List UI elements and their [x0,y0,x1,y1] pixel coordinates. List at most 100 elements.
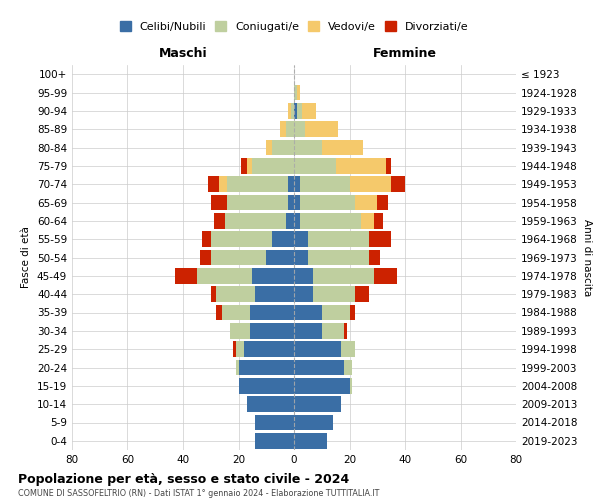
Bar [302,103,316,118]
Bar [211,232,272,247]
Bar [294,268,313,283]
Text: Femmine: Femmine [373,46,437,60]
Bar [214,213,224,228]
Bar [294,158,335,174]
Text: Popolazione per età, sesso e stato civile - 2024: Popolazione per età, sesso e stato civil… [18,472,349,486]
Bar [266,250,294,266]
Bar [255,433,294,448]
Bar [349,176,391,192]
Y-axis label: Anni di nascita: Anni di nascita [581,219,592,296]
Bar [355,194,377,210]
Bar [294,323,322,338]
Bar [294,250,308,266]
Bar [294,414,333,430]
Bar [341,342,355,357]
Bar [250,304,294,320]
Bar [297,103,302,118]
Bar [272,140,294,156]
Bar [294,176,299,192]
Bar [253,268,294,283]
Bar [197,268,253,283]
Bar [247,158,253,174]
Bar [236,342,244,357]
Bar [202,232,211,247]
Bar [361,213,374,228]
Bar [255,414,294,430]
Bar [294,84,297,100]
Bar [335,158,386,174]
Bar [216,304,222,320]
Bar [241,158,247,174]
Bar [294,232,308,247]
Bar [239,378,294,394]
Bar [299,176,349,192]
Bar [305,122,338,137]
Bar [344,323,347,338]
Bar [349,304,355,320]
Bar [294,396,341,412]
Bar [253,158,294,174]
Bar [208,176,219,192]
Bar [289,176,294,192]
Bar [299,194,355,210]
Legend: Celibi/Nubili, Coniugati/e, Vedovi/e, Divorziati/e: Celibi/Nubili, Coniugati/e, Vedovi/e, Di… [115,16,473,36]
Bar [322,304,349,320]
Bar [224,213,286,228]
Bar [294,286,313,302]
Bar [239,360,294,376]
Bar [289,194,294,210]
Text: COMUNE DI SASSOFELTRIO (RN) - Dati ISTAT 1° gennaio 2024 - Elaborazione TUTTITAL: COMUNE DI SASSOFELTRIO (RN) - Dati ISTAT… [18,489,379,498]
Bar [211,250,266,266]
Bar [374,268,397,283]
Text: Maschi: Maschi [158,46,208,60]
Bar [244,342,294,357]
Bar [313,268,374,283]
Bar [294,433,328,448]
Bar [280,122,286,137]
Bar [299,213,361,228]
Bar [294,122,305,137]
Bar [219,176,227,192]
Bar [294,194,299,210]
Bar [391,176,405,192]
Bar [294,342,341,357]
Bar [369,232,391,247]
Bar [230,323,250,338]
Bar [377,194,388,210]
Bar [175,268,197,283]
Y-axis label: Fasce di età: Fasce di età [22,226,31,288]
Bar [294,140,322,156]
Bar [227,194,289,210]
Bar [250,323,294,338]
Bar [266,140,272,156]
Bar [233,342,236,357]
Bar [236,360,239,376]
Bar [386,158,391,174]
Bar [349,378,352,394]
Bar [247,396,294,412]
Bar [289,103,291,118]
Bar [272,232,294,247]
Bar [291,103,294,118]
Bar [286,213,294,228]
Bar [308,250,369,266]
Bar [222,304,250,320]
Bar [294,103,297,118]
Bar [308,232,369,247]
Bar [211,286,216,302]
Bar [355,286,369,302]
Bar [294,304,322,320]
Bar [322,140,364,156]
Bar [374,213,383,228]
Bar [255,286,294,302]
Bar [322,323,344,338]
Bar [227,176,289,192]
Bar [294,360,344,376]
Bar [216,286,255,302]
Bar [313,286,355,302]
Bar [344,360,352,376]
Bar [369,250,380,266]
Bar [294,378,349,394]
Bar [286,122,294,137]
Bar [200,250,211,266]
